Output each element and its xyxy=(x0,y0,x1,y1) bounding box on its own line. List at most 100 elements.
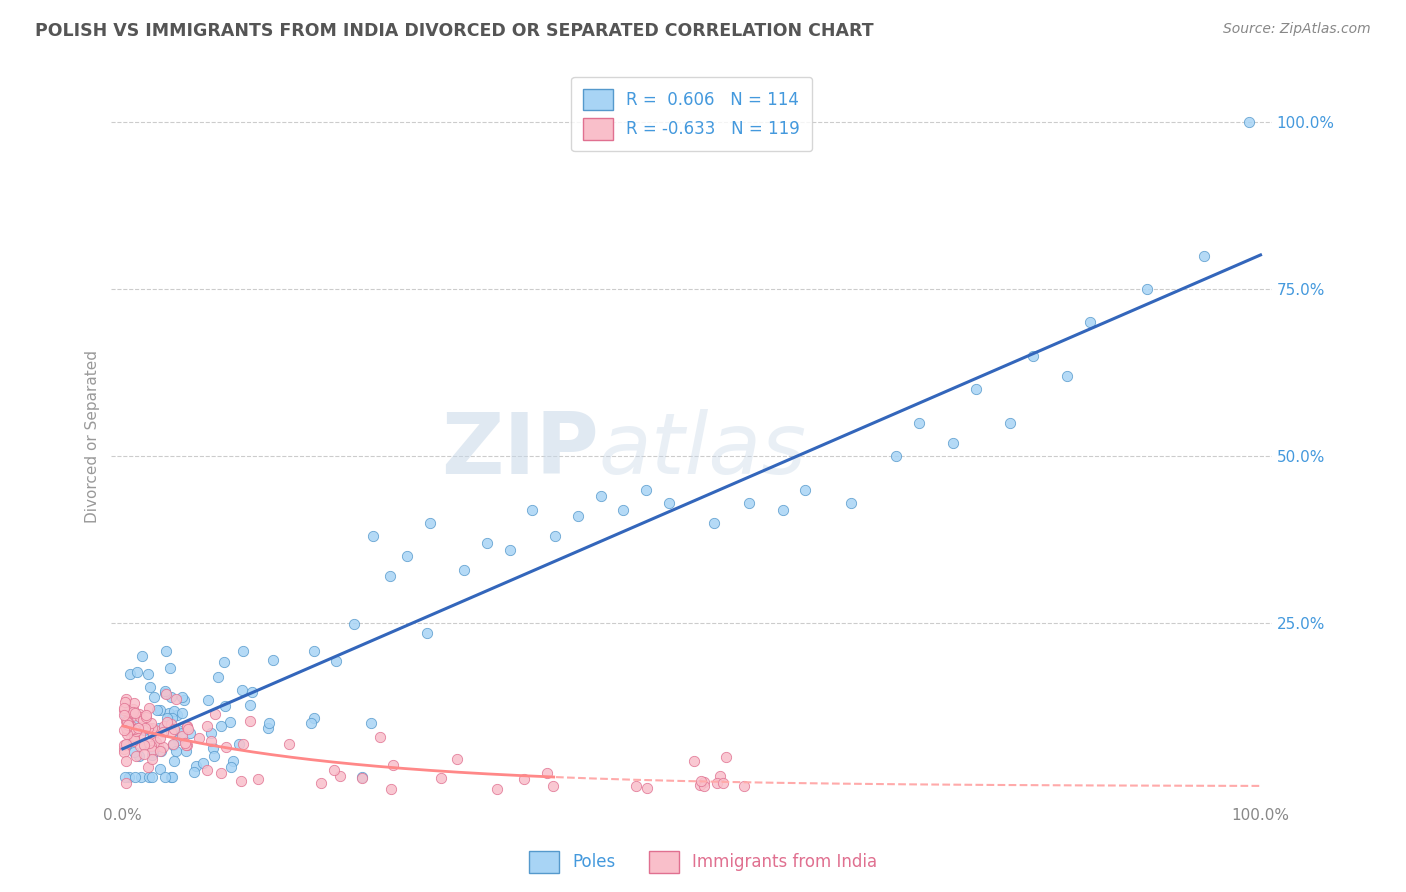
Point xyxy=(636,483,658,497)
Point xyxy=(278,737,301,751)
Point xyxy=(229,774,252,789)
Point xyxy=(134,721,156,735)
Point xyxy=(302,644,325,658)
Point xyxy=(117,718,139,732)
Point xyxy=(352,771,374,785)
Point xyxy=(709,769,731,783)
Point xyxy=(122,745,145,759)
Point xyxy=(209,765,232,780)
Point xyxy=(121,706,143,720)
Point xyxy=(167,733,190,747)
Point xyxy=(149,744,172,758)
Point xyxy=(156,711,179,725)
Point xyxy=(135,708,157,723)
Point xyxy=(174,736,197,750)
Point xyxy=(159,661,181,675)
Point xyxy=(135,710,157,724)
Point xyxy=(166,707,188,722)
Point xyxy=(117,714,139,729)
Point xyxy=(122,712,145,726)
Point xyxy=(174,738,197,752)
Point xyxy=(120,728,142,742)
Point xyxy=(139,716,162,731)
Point xyxy=(693,780,716,794)
Point xyxy=(155,686,177,700)
Point xyxy=(152,739,174,754)
Point xyxy=(197,692,219,706)
Point xyxy=(143,690,166,705)
Point xyxy=(1237,115,1260,129)
Point xyxy=(149,762,172,776)
Point xyxy=(149,703,172,717)
Point xyxy=(138,701,160,715)
Text: POLISH VS IMMIGRANTS FROM INDIA DIVORCED OR SEPARATED CORRELATION CHART: POLISH VS IMMIGRANTS FROM INDIA DIVORCED… xyxy=(35,22,873,40)
Point xyxy=(139,680,162,694)
Point xyxy=(396,549,419,564)
Point xyxy=(214,698,236,713)
Point xyxy=(127,721,149,735)
Point xyxy=(239,714,262,728)
Point xyxy=(170,690,193,704)
Point xyxy=(222,754,245,768)
Point xyxy=(350,770,373,784)
Point xyxy=(1136,282,1159,296)
Point xyxy=(195,764,218,778)
Point xyxy=(115,737,138,751)
Point xyxy=(112,701,135,715)
Point xyxy=(176,720,198,734)
Point xyxy=(200,725,222,739)
Point xyxy=(380,781,402,796)
Point xyxy=(114,703,136,717)
Point xyxy=(134,738,156,752)
Point xyxy=(219,714,242,729)
Point xyxy=(141,752,163,766)
Point xyxy=(381,757,404,772)
Point xyxy=(117,721,139,735)
Point xyxy=(716,750,738,764)
Point xyxy=(118,703,141,717)
Point xyxy=(127,723,149,738)
Point xyxy=(132,723,155,737)
Point xyxy=(176,739,198,753)
Point xyxy=(139,739,162,753)
Point xyxy=(689,774,711,789)
Point xyxy=(128,749,150,764)
Point xyxy=(839,496,862,510)
Point xyxy=(145,735,167,749)
Point xyxy=(112,741,135,756)
Point xyxy=(209,719,232,733)
Point xyxy=(368,730,391,744)
Point xyxy=(637,780,659,795)
Point xyxy=(122,696,145,710)
Point xyxy=(149,744,172,758)
Point xyxy=(165,692,187,706)
Point xyxy=(162,737,184,751)
Point xyxy=(1192,249,1215,263)
Point xyxy=(127,665,149,679)
Point xyxy=(183,765,205,780)
Point xyxy=(159,770,181,784)
Point xyxy=(117,717,139,731)
Point xyxy=(176,719,198,733)
Point xyxy=(163,723,186,737)
Point xyxy=(121,734,143,748)
Point xyxy=(228,737,250,751)
Point xyxy=(361,529,384,543)
Point xyxy=(219,759,242,773)
Point xyxy=(112,745,135,759)
Point xyxy=(689,779,711,793)
Point xyxy=(114,706,136,721)
Text: Source: ZipAtlas.com: Source: ZipAtlas.com xyxy=(1223,22,1371,37)
Point xyxy=(136,667,159,681)
Point xyxy=(124,706,146,721)
Point xyxy=(232,737,254,751)
Point xyxy=(658,496,681,510)
Point xyxy=(155,644,177,658)
Point xyxy=(1078,316,1101,330)
Point xyxy=(173,693,195,707)
Point xyxy=(149,731,172,745)
Point xyxy=(138,760,160,774)
Point xyxy=(207,671,229,685)
Point xyxy=(170,706,193,720)
Point xyxy=(200,734,222,748)
